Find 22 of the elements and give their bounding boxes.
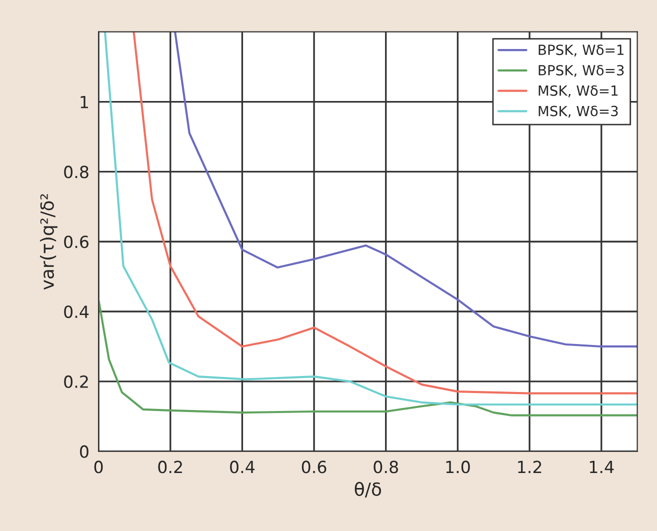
legend-label: MSK, Wδ=1 bbox=[538, 85, 618, 98]
y-tick-label: 0.4 bbox=[64, 305, 89, 318]
x-tick-label: 0.8 bbox=[374, 460, 398, 474]
y-axis-title: var(τ)q²/δ² bbox=[40, 194, 58, 290]
x-tick-label: 0.4 bbox=[230, 460, 255, 474]
x-tick-label: 1.4 bbox=[590, 460, 614, 474]
y-tick-label: 0.8 bbox=[64, 166, 88, 178]
y-tick-label: 1 bbox=[80, 96, 88, 108]
x-tick-label: 0.2 bbox=[158, 460, 182, 474]
y-tick-label: 0.2 bbox=[64, 375, 88, 388]
x-tick-label: 1.0 bbox=[446, 460, 470, 474]
x-tick-label: 0 bbox=[94, 460, 103, 474]
y-tick-label: 0 bbox=[80, 445, 88, 458]
x-tick-label: 1.2 bbox=[518, 460, 542, 474]
line-series bbox=[174, 32, 638, 348]
legend-label: BPSK, Wδ=1 bbox=[538, 44, 624, 57]
legend-label: BPSK, Wδ=3 bbox=[538, 64, 624, 77]
legend-label: MSK, Wδ=3 bbox=[538, 106, 618, 118]
y-tick-label: 0.6 bbox=[64, 236, 88, 248]
line-series bbox=[98, 298, 638, 416]
x-tick-label: 0.6 bbox=[302, 460, 326, 474]
x-axis-title: θ/δ bbox=[354, 482, 382, 498]
